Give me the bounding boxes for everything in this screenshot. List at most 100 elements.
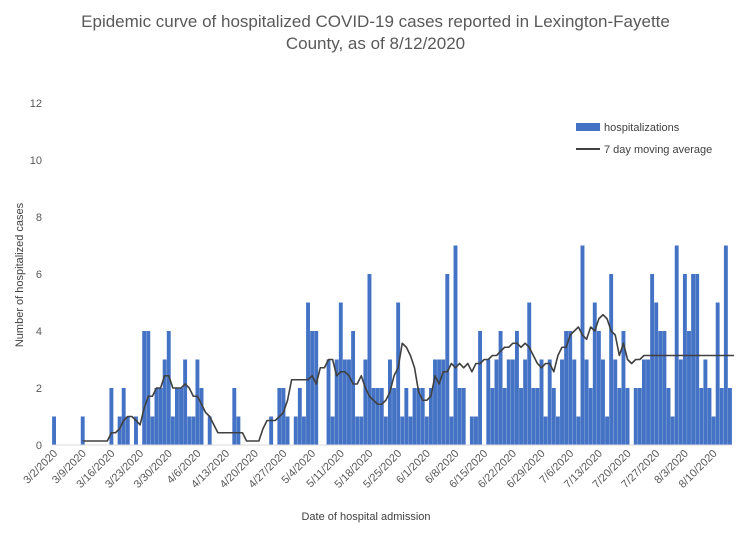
bar xyxy=(523,359,528,445)
bar xyxy=(478,331,483,445)
bar xyxy=(678,359,683,445)
bar xyxy=(338,302,343,445)
bar xyxy=(297,388,302,445)
legend-label-moving-average: 7 day moving average xyxy=(604,144,712,156)
bar xyxy=(551,388,556,445)
bar xyxy=(539,359,544,445)
bar xyxy=(367,274,372,445)
bar xyxy=(564,331,569,445)
bar xyxy=(531,388,536,445)
bar xyxy=(301,416,306,445)
bar xyxy=(490,388,495,445)
bar xyxy=(408,416,413,445)
bar xyxy=(441,359,446,445)
bar xyxy=(351,331,356,445)
bar xyxy=(711,416,716,445)
bar xyxy=(674,245,679,445)
chart-title-line-2: County, as of 8/12/2020 xyxy=(285,34,466,53)
bar xyxy=(728,388,732,445)
bar xyxy=(646,359,650,445)
bar xyxy=(121,388,126,445)
bar xyxy=(392,388,396,445)
bar xyxy=(314,331,319,445)
x-tick-labels: 3/2/20203/9/20203/16/20203/23/20203/30/2… xyxy=(21,448,719,491)
bar xyxy=(633,388,638,445)
bar xyxy=(142,331,147,445)
legend-swatch-hospitalizations xyxy=(576,123,600,131)
bar xyxy=(547,359,552,445)
legend: hospitalizations 7 day moving average xyxy=(576,122,712,156)
bar xyxy=(691,274,696,445)
bar xyxy=(134,416,138,445)
bar xyxy=(617,388,622,445)
bar xyxy=(80,416,85,445)
bar xyxy=(281,388,286,445)
bar xyxy=(461,388,466,445)
bar xyxy=(560,359,564,445)
bar xyxy=(355,416,360,445)
bar xyxy=(703,359,708,445)
bar xyxy=(109,388,114,445)
bar xyxy=(445,274,450,445)
bar xyxy=(592,302,597,445)
bar xyxy=(162,359,167,445)
bar xyxy=(474,416,478,445)
bar xyxy=(437,359,442,445)
bar xyxy=(662,331,667,445)
bar xyxy=(400,416,405,445)
bar xyxy=(146,331,151,445)
bar xyxy=(154,388,159,445)
bar xyxy=(359,416,364,445)
bar xyxy=(572,359,577,445)
legend-label-hospitalizations: hospitalizations xyxy=(604,122,680,134)
y-tick-label: 10 xyxy=(30,155,42,167)
y-axis-title: Number of hospitalized cases xyxy=(14,202,26,347)
y-tick-label: 6 xyxy=(36,269,42,281)
bar xyxy=(637,388,642,445)
bar xyxy=(543,416,548,445)
bar xyxy=(457,388,462,445)
bar xyxy=(641,359,646,445)
bar xyxy=(150,416,155,445)
bar xyxy=(506,359,511,445)
y-tick-label: 8 xyxy=(36,212,42,224)
bar xyxy=(158,388,163,445)
bar xyxy=(584,359,589,445)
bar xyxy=(580,245,585,445)
bar xyxy=(670,416,675,445)
bar xyxy=(396,302,401,445)
bar xyxy=(420,388,425,445)
bar xyxy=(310,331,315,445)
chart-title-line-1: Epidemic curve of hospitalized COVID-19 … xyxy=(81,12,670,31)
bar xyxy=(719,388,724,445)
bar xyxy=(613,359,618,445)
bar xyxy=(424,416,429,445)
bar xyxy=(514,331,519,445)
bar xyxy=(601,359,605,445)
bar xyxy=(412,388,417,445)
bar xyxy=(621,331,626,445)
bar xyxy=(347,359,351,445)
bar xyxy=(527,302,532,445)
bar xyxy=(166,331,171,445)
bar xyxy=(125,416,130,445)
bar xyxy=(498,331,503,445)
bar xyxy=(625,388,630,445)
bar xyxy=(568,331,573,445)
y-tick-label: 4 xyxy=(36,326,42,338)
bar xyxy=(486,359,491,445)
bar xyxy=(576,416,581,445)
bar xyxy=(699,388,704,445)
y-tick-label: 0 xyxy=(36,440,42,452)
bar xyxy=(117,416,122,445)
bar xyxy=(306,302,310,445)
bar xyxy=(433,359,437,445)
bar xyxy=(658,331,663,445)
bar xyxy=(707,388,712,445)
bar xyxy=(428,388,433,445)
bar xyxy=(605,416,610,445)
bar xyxy=(199,388,204,445)
bar xyxy=(179,388,183,445)
bar xyxy=(52,416,56,445)
